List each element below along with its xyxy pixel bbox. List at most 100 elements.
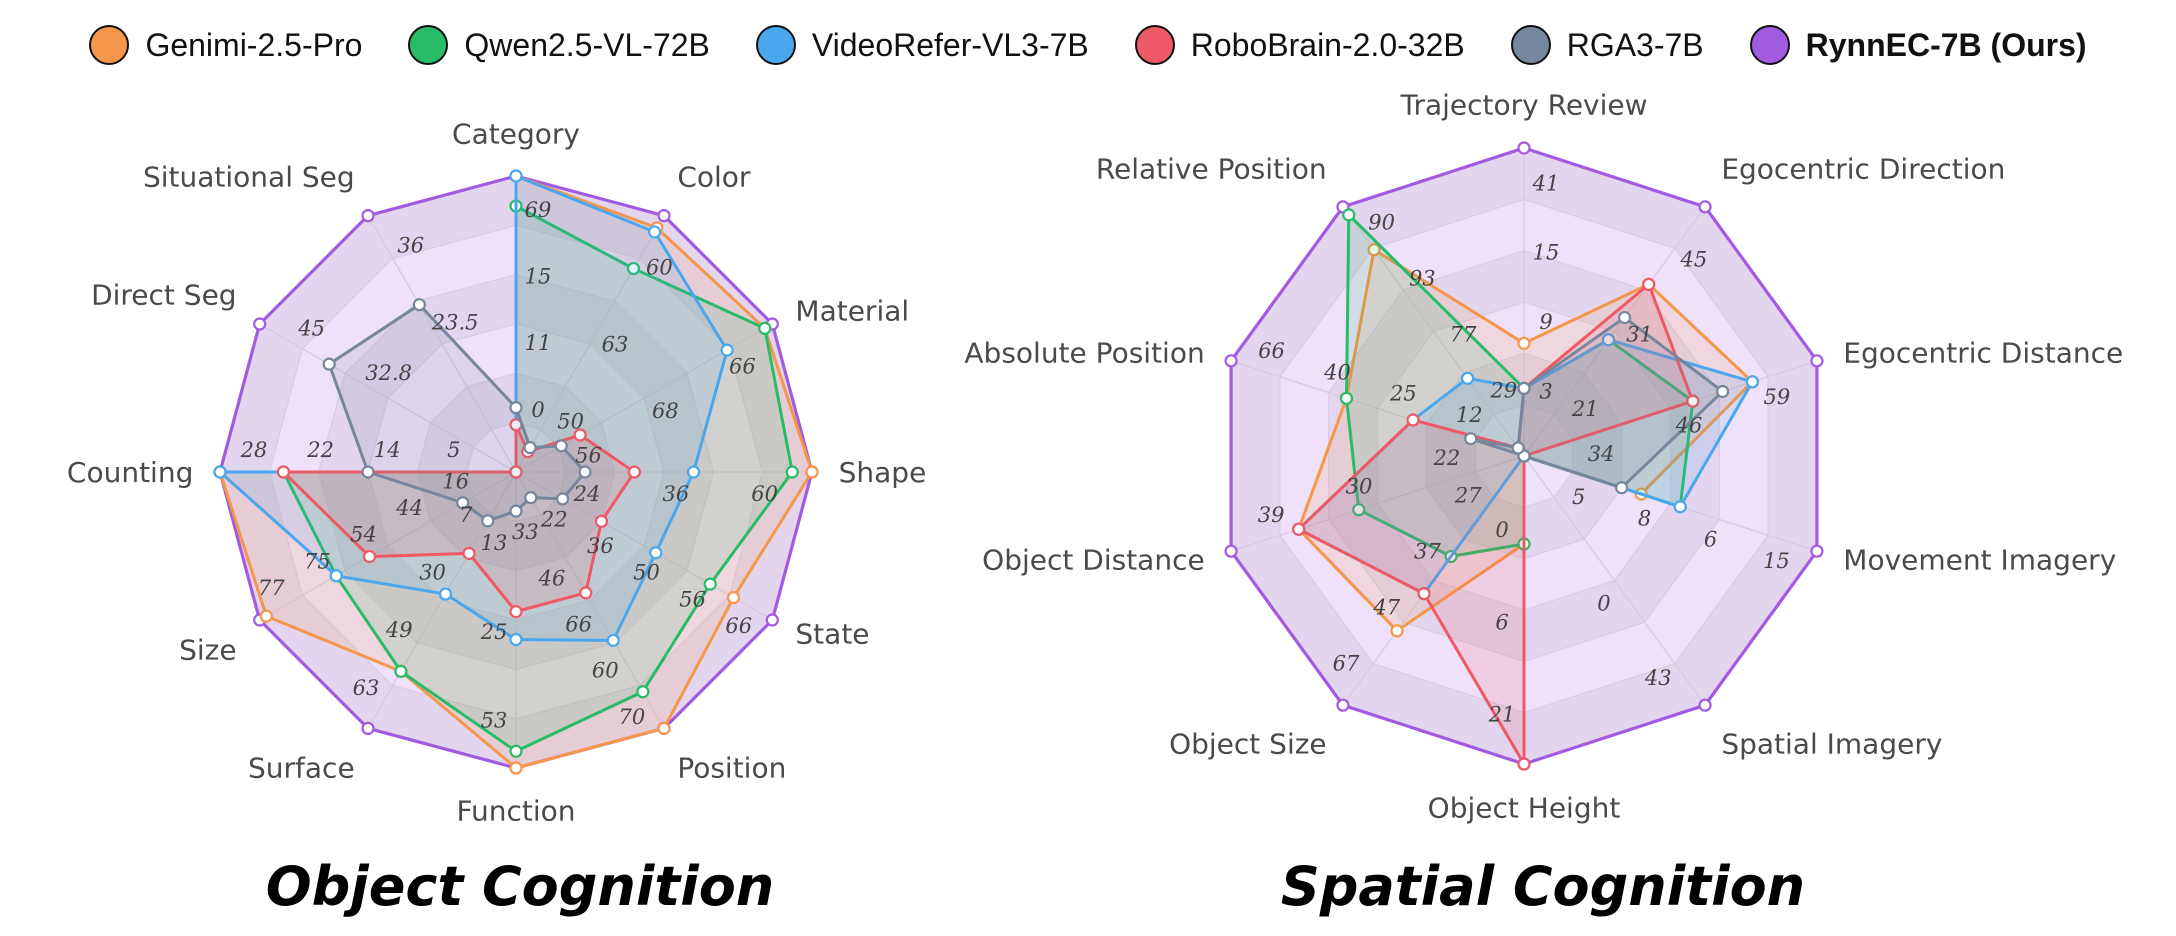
data-point bbox=[1339, 391, 1354, 405]
data-point bbox=[1460, 371, 1475, 385]
value-label: 25 bbox=[1389, 382, 1417, 406]
data-point bbox=[1601, 333, 1616, 347]
data-point bbox=[1715, 384, 1730, 399]
value-label: 69 bbox=[525, 198, 552, 222]
value-label: 0 bbox=[531, 398, 544, 422]
data-point bbox=[456, 496, 470, 510]
value-label: 66 bbox=[565, 613, 592, 637]
axis-label: Surface bbox=[248, 751, 355, 784]
data-point bbox=[509, 169, 523, 183]
data-point bbox=[1367, 243, 1381, 257]
value-label: 11 bbox=[525, 331, 552, 355]
value-label: 5 bbox=[1572, 485, 1585, 509]
axis-spoke bbox=[515, 471, 665, 729]
value-label: 66 bbox=[1258, 339, 1285, 363]
data-point bbox=[481, 514, 495, 528]
legend-swatch bbox=[89, 25, 130, 65]
data-point bbox=[1511, 441, 1525, 455]
data-point bbox=[329, 569, 343, 583]
legend-label: RoboBrain-2.0-32B bbox=[1190, 26, 1465, 63]
data-point bbox=[1336, 698, 1350, 712]
data-point bbox=[1517, 336, 1531, 350]
data-point bbox=[648, 225, 662, 239]
value-label: 45 bbox=[297, 317, 325, 341]
value-label: 90 bbox=[1368, 211, 1395, 235]
value-label: 34 bbox=[1588, 442, 1615, 466]
value-label: 25 bbox=[480, 620, 508, 644]
value-label: 15 bbox=[1533, 241, 1560, 265]
chart-title: Spatial Cognition bbox=[1281, 855, 1805, 918]
data-point bbox=[509, 761, 523, 775]
data-point bbox=[726, 590, 741, 605]
axis-label: Color bbox=[677, 161, 751, 194]
axis-spoke bbox=[1523, 455, 1706, 706]
data-point bbox=[1352, 503, 1366, 517]
value-label: 29 bbox=[1489, 379, 1517, 403]
data-point bbox=[758, 321, 772, 335]
legend-label: VideoRefer-VL3-7B bbox=[811, 26, 1089, 63]
legend-item: Genimi-2.5-Pro bbox=[89, 25, 362, 65]
value-label: 63 bbox=[602, 333, 629, 357]
value-label: 0 bbox=[1597, 591, 1610, 615]
axis-label: Situational Seg bbox=[143, 161, 355, 194]
value-label: 36 bbox=[587, 534, 614, 558]
value-label: 0 bbox=[1495, 518, 1508, 542]
value-label: 31 bbox=[1626, 322, 1653, 346]
value-label: 56 bbox=[575, 444, 602, 468]
data-point bbox=[1642, 277, 1656, 291]
data-point bbox=[626, 261, 641, 276]
legend-label: Qwen2.5-VL-72B bbox=[464, 26, 710, 63]
axis-spoke bbox=[1230, 455, 1525, 552]
value-label: 63 bbox=[353, 676, 380, 700]
value-label: 27 bbox=[1454, 483, 1482, 507]
value-label: 49 bbox=[385, 618, 413, 642]
data-point bbox=[1292, 522, 1306, 536]
data-point bbox=[1810, 544, 1824, 558]
data-point bbox=[322, 357, 336, 371]
radar-chart-object-cognition: 6915110606350666856603624665650362270606… bbox=[67, 117, 926, 918]
value-label: 45 bbox=[1680, 248, 1708, 272]
value-label: 9 bbox=[1539, 310, 1552, 334]
series-area bbox=[1297, 282, 1695, 766]
axis-spoke bbox=[259, 323, 517, 473]
legend-swatch bbox=[1134, 25, 1175, 65]
data-point bbox=[627, 465, 642, 479]
data-point bbox=[554, 439, 568, 453]
data-point bbox=[509, 632, 523, 647]
value-label: 22 bbox=[540, 507, 568, 531]
data-point bbox=[556, 492, 570, 506]
data-point bbox=[578, 465, 592, 479]
legend-item: VideoRefer-VL3-7B bbox=[755, 25, 1089, 65]
axis-label: Relative Position bbox=[1096, 152, 1327, 185]
value-label: 50 bbox=[557, 409, 584, 433]
data-point bbox=[524, 491, 538, 505]
data-point bbox=[1810, 354, 1824, 368]
legend: Genimi-2.5-Pro Qwen2.5-VL-72B VideoRefer-V… bbox=[0, 0, 2176, 90]
value-label: 30 bbox=[1346, 474, 1373, 498]
data-point bbox=[509, 744, 523, 758]
legend-label: Genimi-2.5-Pro bbox=[145, 26, 363, 63]
data-point bbox=[361, 465, 375, 479]
value-label: 37 bbox=[1414, 539, 1441, 563]
data-point bbox=[686, 465, 701, 479]
value-label: 44 bbox=[395, 496, 423, 520]
data-point bbox=[1686, 394, 1700, 408]
legend-swatch bbox=[408, 25, 449, 65]
value-label: 53 bbox=[481, 709, 508, 733]
value-label: 5 bbox=[447, 438, 460, 462]
value-label: 28 bbox=[240, 438, 268, 462]
value-label: 7 bbox=[459, 503, 473, 527]
data-point bbox=[606, 633, 620, 648]
value-label: 21 bbox=[1571, 397, 1599, 421]
value-label: 36 bbox=[397, 234, 424, 258]
value-label: 32.8 bbox=[365, 361, 412, 385]
value-label: 15 bbox=[525, 265, 552, 289]
data-point bbox=[394, 664, 408, 678]
value-label: 24 bbox=[573, 482, 601, 506]
value-label: 43 bbox=[1644, 666, 1672, 690]
legend-item: RynnEC-7B (Ours) bbox=[1749, 25, 2087, 65]
data-point bbox=[259, 609, 273, 623]
value-label: 60 bbox=[592, 659, 619, 683]
data-point bbox=[438, 587, 453, 601]
value-label: 46 bbox=[538, 566, 566, 590]
